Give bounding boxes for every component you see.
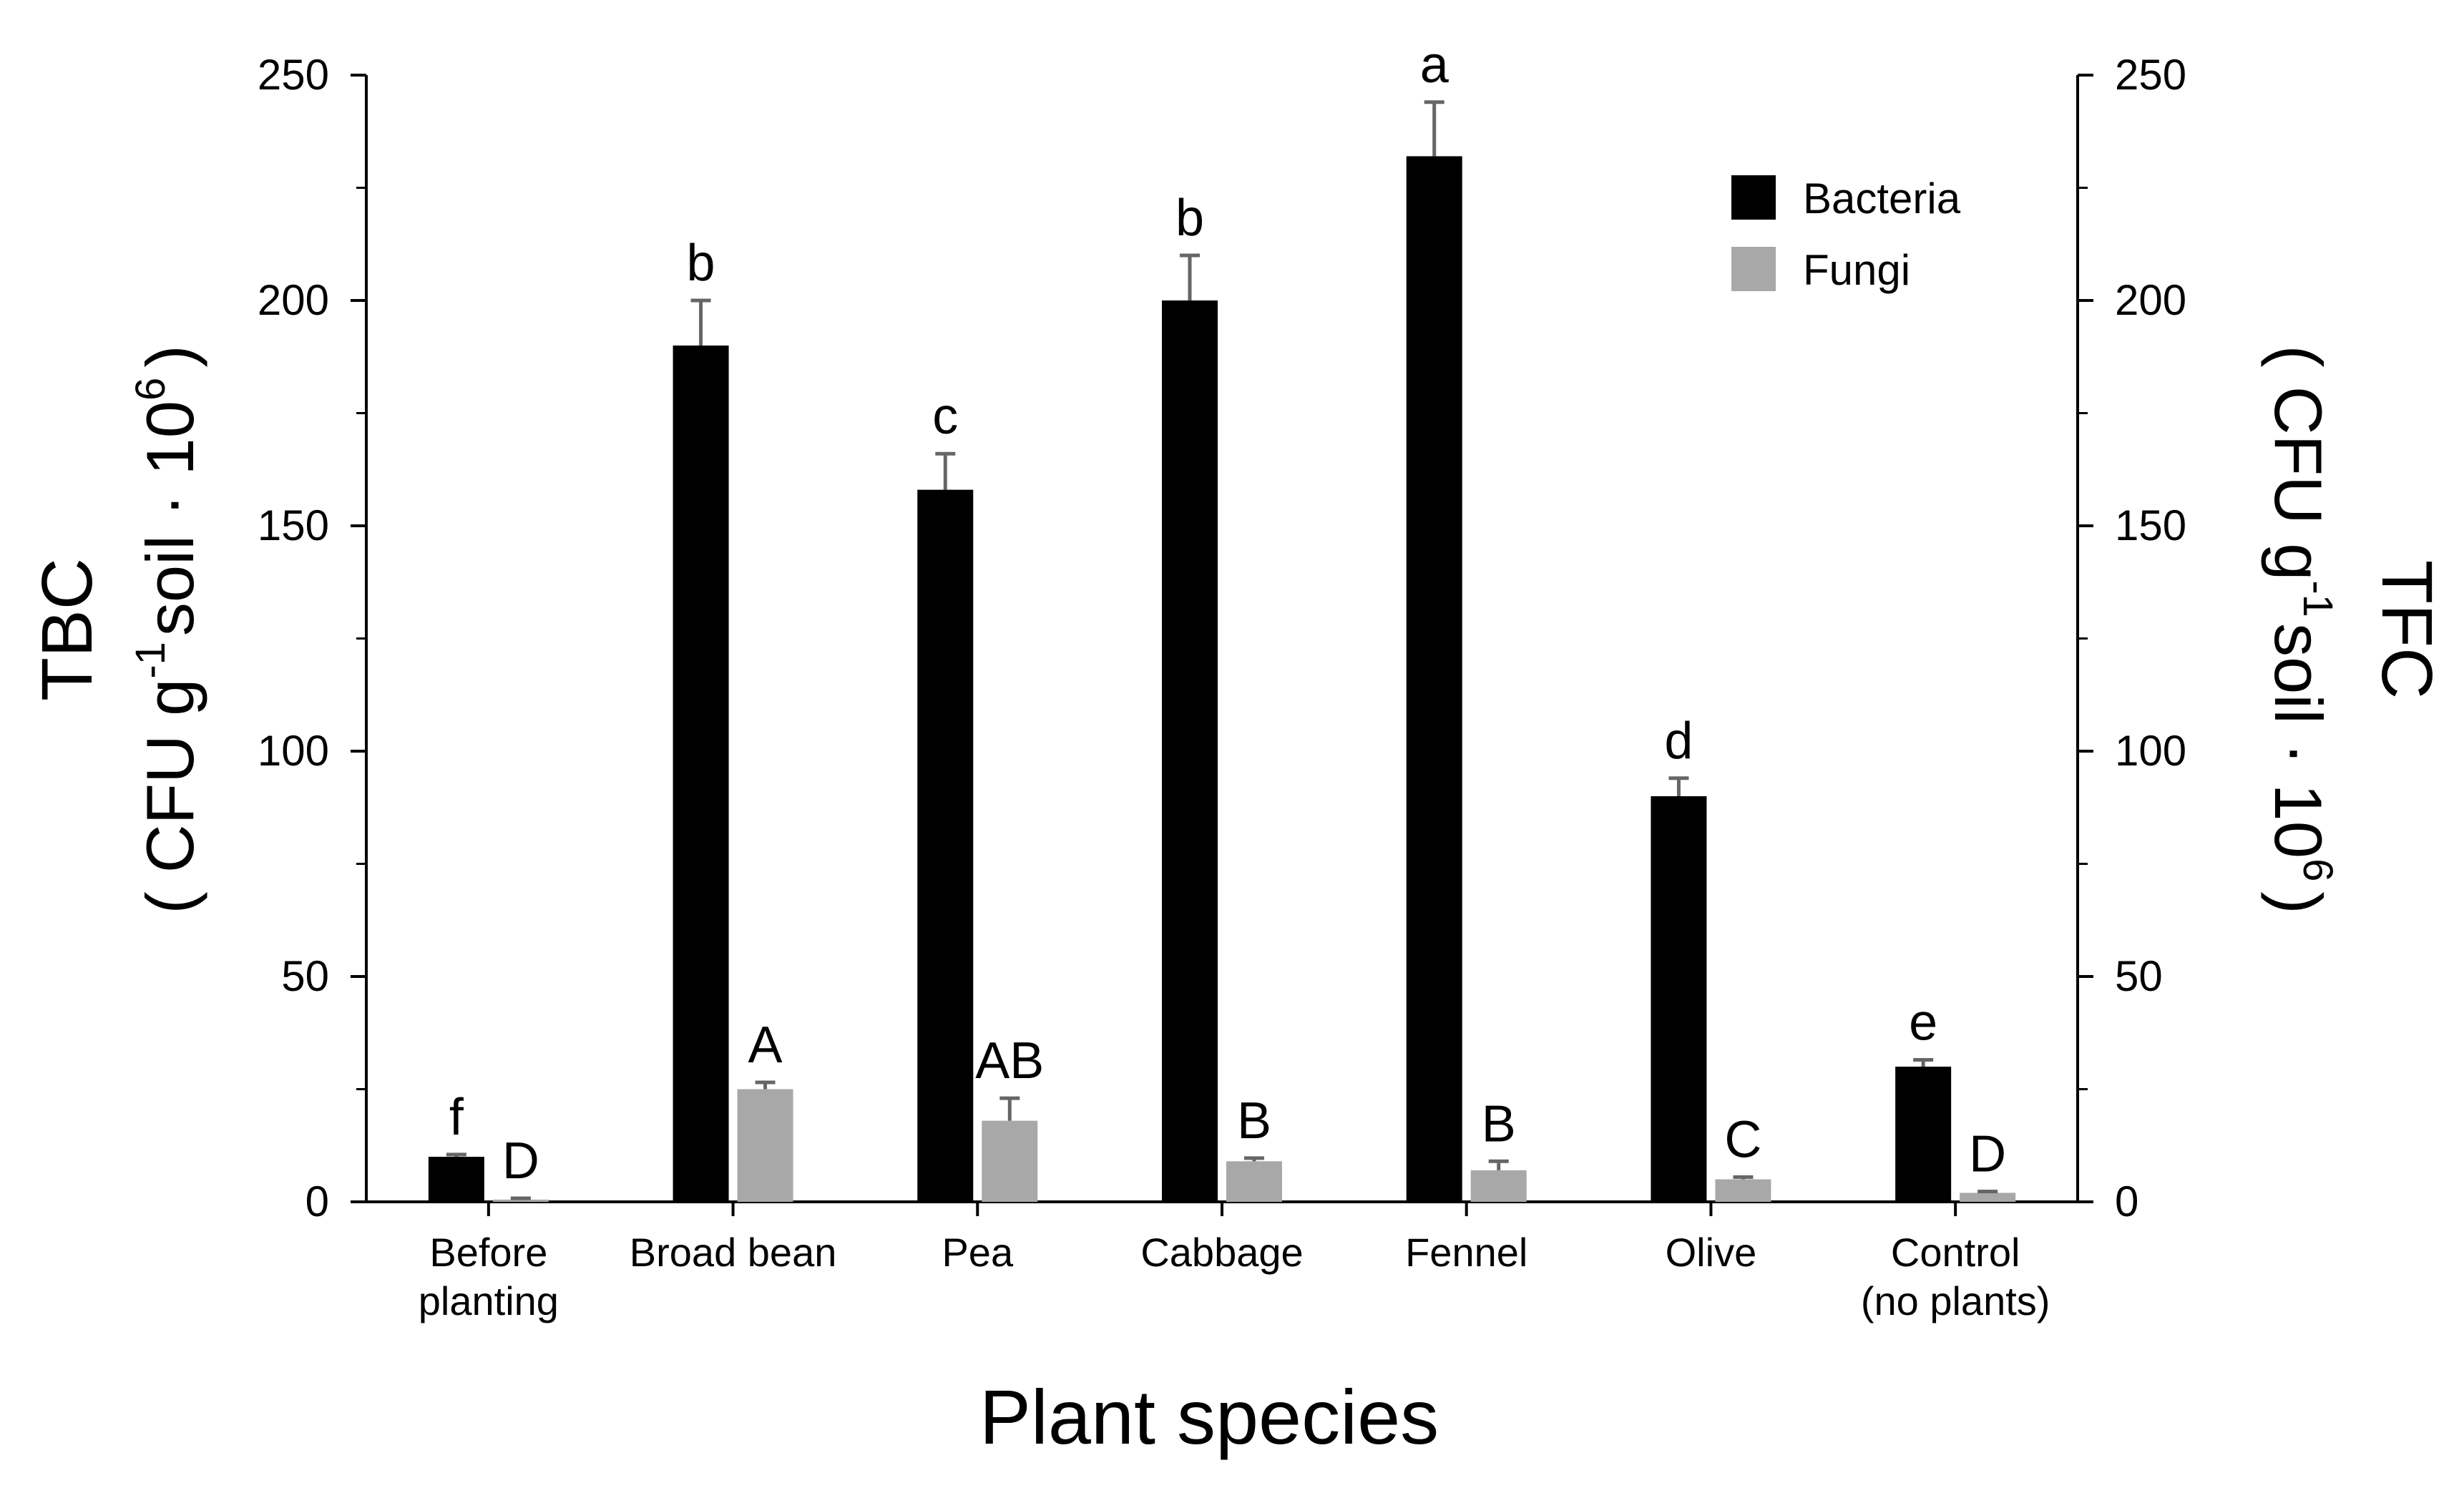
bar-fungi bbox=[1470, 1170, 1527, 1202]
x-tick-label: Pea bbox=[942, 1230, 1013, 1275]
y-tick-label-right: 0 bbox=[2115, 1178, 2138, 1225]
x-tick-label-line2: planting bbox=[419, 1278, 559, 1323]
bar-fungi bbox=[1960, 1193, 2016, 1202]
x-tick-label-line2: (no plants) bbox=[1861, 1278, 2050, 1323]
legend-label-fungi: Fungi bbox=[1803, 246, 1910, 294]
y-axis-units-left: ( CFU g-1soil · 106) bbox=[127, 345, 207, 914]
y-axis-title-right: TFC bbox=[2367, 560, 2447, 699]
bar-bacteria bbox=[1406, 156, 1462, 1202]
bar-fungi bbox=[982, 1120, 1038, 1202]
bar-fungi bbox=[737, 1089, 793, 1202]
axis-ticks bbox=[351, 74, 2093, 1216]
bar-bacteria bbox=[673, 346, 729, 1202]
y-tick-label-left: 200 bbox=[258, 276, 329, 324]
y-axis-units-right-text: ( CFU g-1soil · 106) bbox=[2261, 345, 2341, 914]
bar-bacteria bbox=[1162, 300, 1218, 1202]
bar-fungi bbox=[1715, 1179, 1771, 1202]
x-tick-label: Before bbox=[429, 1230, 547, 1275]
y-axis-title-right-main: TFC bbox=[2367, 560, 2447, 699]
y-axis-title-left: TBC bbox=[27, 558, 107, 701]
y-tick-label-right: 250 bbox=[2115, 51, 2186, 99]
x-tick-label: Olive bbox=[1666, 1230, 1757, 1275]
significance-letter-fungi: B bbox=[1237, 1092, 1271, 1150]
significance-letter-bacteria: e bbox=[1909, 994, 1937, 1052]
significance-letter-fungi: A bbox=[748, 1017, 783, 1074]
y-tick-label-right: 200 bbox=[2115, 276, 2186, 324]
y-tick-label-left: 150 bbox=[258, 501, 329, 549]
significance-letter-bacteria: b bbox=[687, 235, 715, 292]
legend: Bacteria Fungi bbox=[1731, 175, 1961, 294]
y-axis-units-right: ( CFU g-1soil · 106) bbox=[2261, 345, 2341, 914]
significance-letter-bacteria: c bbox=[932, 388, 958, 445]
legend-swatch-bacteria bbox=[1731, 175, 1776, 220]
y-tick-label-right: 150 bbox=[2115, 501, 2186, 549]
x-tick-label: Fennel bbox=[1405, 1230, 1527, 1275]
y-tick-label-left: 0 bbox=[305, 1178, 329, 1225]
bar-fungi bbox=[492, 1199, 549, 1202]
y-tick-label-left: 50 bbox=[281, 952, 329, 1000]
x-tick-label: Broad bean bbox=[630, 1230, 837, 1275]
bar-bacteria bbox=[1895, 1067, 1952, 1202]
significance-letter-fungi: C bbox=[1724, 1111, 1761, 1168]
plot-frame bbox=[365, 75, 2079, 1203]
legend-swatch-fungi bbox=[1731, 247, 1776, 291]
significance-letter-bacteria: a bbox=[1420, 36, 1449, 94]
x-tick-label: Control bbox=[1891, 1230, 2020, 1275]
x-tick-label: Cabbage bbox=[1140, 1230, 1303, 1275]
significance-letter-bacteria: d bbox=[1664, 713, 1693, 770]
bar-bacteria bbox=[1651, 796, 1707, 1202]
y-tick-label-left: 100 bbox=[258, 727, 329, 775]
significance-letter-fungi: D bbox=[502, 1132, 539, 1190]
bars bbox=[428, 100, 2016, 1202]
bar-bacteria bbox=[428, 1157, 484, 1202]
y-tick-label-left: 250 bbox=[258, 51, 329, 99]
y-tick-label-right: 100 bbox=[2115, 727, 2186, 775]
x-axis-title: Plant species bbox=[979, 1374, 1439, 1460]
y-axis-units-left-text: ( CFU g-1soil · 106) bbox=[127, 345, 207, 914]
significance-letter-fungi: B bbox=[1482, 1095, 1516, 1152]
legend-label-bacteria: Bacteria bbox=[1803, 175, 1961, 222]
significance-letter-fungi: AB bbox=[975, 1032, 1044, 1090]
labels: 0 0 50 50 100 100 150 150 200 200 250 250 Beforeplan… bbox=[258, 36, 2186, 1323]
significance-letter-bacteria: b bbox=[1175, 190, 1204, 247]
significance-letter-fungi: D bbox=[1969, 1126, 2006, 1183]
bar-fungi bbox=[1226, 1161, 1282, 1202]
y-axis-title-left-main: TBC bbox=[27, 558, 107, 701]
bar-bacteria bbox=[917, 489, 974, 1202]
y-tick-label-right: 50 bbox=[2115, 952, 2163, 1000]
significance-letter-bacteria: f bbox=[449, 1089, 464, 1146]
